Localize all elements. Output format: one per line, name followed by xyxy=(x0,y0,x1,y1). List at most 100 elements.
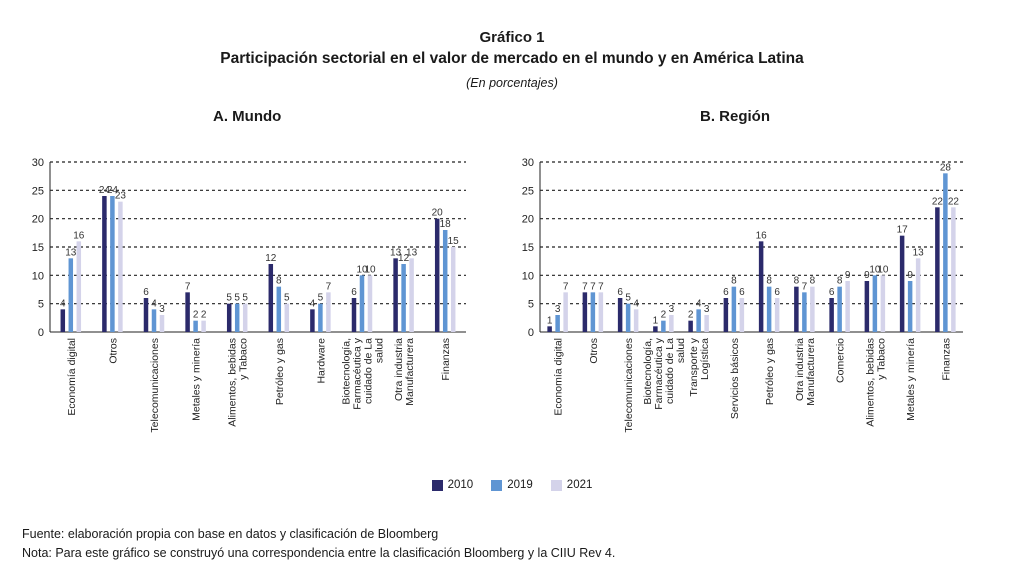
data-label-region-2021-2: 4 xyxy=(633,298,639,309)
bar-mundo-2019-6 xyxy=(318,303,323,332)
data-label-region-2021-4: 3 xyxy=(704,304,710,315)
data-label-mundo-2010-7: 6 xyxy=(351,287,357,298)
data-label-region-2010-7: 8 xyxy=(794,276,800,287)
bar-mundo-2019-5 xyxy=(276,286,282,332)
bar-mundo-2010-7 xyxy=(351,298,357,332)
bar-region-2021-3 xyxy=(669,315,674,332)
bar-region-2019-10 xyxy=(907,281,913,332)
y-tick-label-region-15: 15 xyxy=(522,242,534,254)
bar-mundo-2019-0 xyxy=(68,258,74,332)
data-label-region-2019-11: 28 xyxy=(940,162,952,173)
bar-mundo-2010-5 xyxy=(268,264,274,332)
bar-mundo-2010-0 xyxy=(60,309,66,332)
bar-mundo-2021-8 xyxy=(409,258,414,332)
category-label-mundo-9: Finanzas xyxy=(440,338,452,381)
legend-item-2019: 2019 xyxy=(491,479,533,491)
data-label-region-2021-11: 22 xyxy=(948,196,960,207)
panel-title-region: B. Región xyxy=(700,108,770,125)
bar-region-2019-1 xyxy=(590,292,596,332)
bar-region-2010-1 xyxy=(582,292,588,332)
category-label-region-9-line1: y Tabaco xyxy=(875,338,887,380)
bar-mundo-2019-3 xyxy=(193,320,198,332)
data-label-mundo-2019-5: 8 xyxy=(276,276,282,287)
category-label-mundo-7-line0: Biotecnología, xyxy=(341,338,353,405)
data-label-region-2019-2: 5 xyxy=(625,293,631,304)
category-label-region-3-line3: salud xyxy=(675,338,687,363)
bar-region-2019-11 xyxy=(943,173,948,332)
bar-region-2021-9 xyxy=(880,275,886,332)
data-label-region-2021-9: 10 xyxy=(877,264,889,275)
data-label-region-2021-5: 6 xyxy=(739,287,745,298)
bar-mundo-2019-2 xyxy=(151,309,157,332)
bar-mundo-2021-1 xyxy=(118,201,123,332)
data-label-region-2019-4: 4 xyxy=(696,298,702,309)
bar-mundo-2010-1 xyxy=(102,196,107,332)
bar-region-2010-6 xyxy=(758,241,764,332)
bar-mundo-2021-9 xyxy=(450,247,456,332)
bar-region-2010-7 xyxy=(794,286,799,332)
data-label-region-2019-7: 7 xyxy=(802,281,808,292)
bar-region-2019-3 xyxy=(661,320,666,332)
data-label-region-2021-8: 9 xyxy=(845,270,851,281)
data-label-mundo-2019-8: 12 xyxy=(398,253,410,264)
bar-region-2010-0 xyxy=(547,326,552,332)
data-label-region-2010-2: 6 xyxy=(617,287,623,298)
bar-mundo-2010-2 xyxy=(143,298,149,332)
data-label-region-2019-8: 8 xyxy=(837,276,843,287)
bar-mundo-2010-8 xyxy=(393,258,398,332)
category-label-region-2: Telecomunicaciones xyxy=(623,338,635,433)
bar-region-2019-4 xyxy=(696,309,701,332)
bar-mundo-2010-3 xyxy=(185,292,190,332)
data-label-mundo-2010-3: 7 xyxy=(185,281,191,292)
category-label-region-4-line1: Logística xyxy=(699,338,711,380)
data-label-region-2010-3: 1 xyxy=(653,315,659,326)
data-label-region-2010-6: 16 xyxy=(756,230,768,241)
data-label-region-2010-0: 1 xyxy=(547,315,553,326)
bar-mundo-2021-6 xyxy=(326,292,331,332)
data-label-region-2019-3: 2 xyxy=(661,310,667,321)
bar-region-2021-7 xyxy=(810,286,815,332)
figure-number: Gráfico 1 xyxy=(479,29,545,46)
data-label-mundo-2010-9: 20 xyxy=(432,208,444,219)
data-label-mundo-2021-5: 5 xyxy=(284,293,290,304)
y-tick-label-region-10: 10 xyxy=(522,270,534,282)
data-label-mundo-2021-0: 16 xyxy=(73,230,85,241)
bar-region-2019-7 xyxy=(802,292,807,332)
data-label-mundo-2019-9: 18 xyxy=(440,219,452,230)
bar-region-2010-4 xyxy=(688,320,693,332)
methodology-note: Nota: Para este gráfico se construyó una… xyxy=(22,546,616,560)
bar-region-2019-9 xyxy=(872,275,878,332)
category-label-region-6: Petróleo y gas xyxy=(764,338,776,405)
data-label-region-2021-0: 7 xyxy=(563,281,569,292)
y-tick-label-mundo-15: 15 xyxy=(32,242,44,254)
legend-label-2021: 2021 xyxy=(566,479,593,491)
figure-title: Participación sectorial en el valor de m… xyxy=(220,50,804,67)
bar-mundo-2010-9 xyxy=(434,218,440,332)
data-label-region-2010-8: 6 xyxy=(829,287,835,298)
bar-region-2021-5 xyxy=(739,298,745,332)
data-label-mundo-2019-3: 2 xyxy=(193,310,199,321)
data-label-region-2019-9: 10 xyxy=(869,264,881,275)
figure-unit: (En porcentajes) xyxy=(466,76,558,90)
data-label-mundo-2010-6: 4 xyxy=(310,298,316,309)
category-label-mundo-7-line3: salud xyxy=(374,338,386,363)
bar-mundo-2021-4 xyxy=(242,303,248,332)
y-tick-label-region-20: 20 xyxy=(522,214,534,226)
data-label-mundo-2021-9: 15 xyxy=(448,236,460,247)
bar-region-2019-6 xyxy=(766,286,772,332)
y-tick-label-region-25: 25 xyxy=(522,185,534,197)
data-label-region-2019-0: 3 xyxy=(555,304,561,315)
category-label-mundo-7-line2: cuidado de La xyxy=(363,338,375,404)
bar-region-2010-5 xyxy=(723,298,729,332)
y-tick-label-mundo-10: 10 xyxy=(32,270,44,282)
legend-item-2021: 2021 xyxy=(550,479,593,491)
data-label-region-2019-1: 7 xyxy=(590,281,596,292)
bar-mundo-2019-7 xyxy=(359,275,365,332)
data-label-region-2010-10: 17 xyxy=(897,225,909,236)
category-label-mundo-6: Hardware xyxy=(315,338,327,384)
bar-mundo-2021-0 xyxy=(76,241,82,332)
data-label-region-2021-6: 6 xyxy=(774,287,780,298)
bar-mundo-2021-7 xyxy=(367,275,373,332)
data-label-mundo-2021-6: 7 xyxy=(326,281,332,292)
legend-label-2010: 2010 xyxy=(447,479,474,491)
